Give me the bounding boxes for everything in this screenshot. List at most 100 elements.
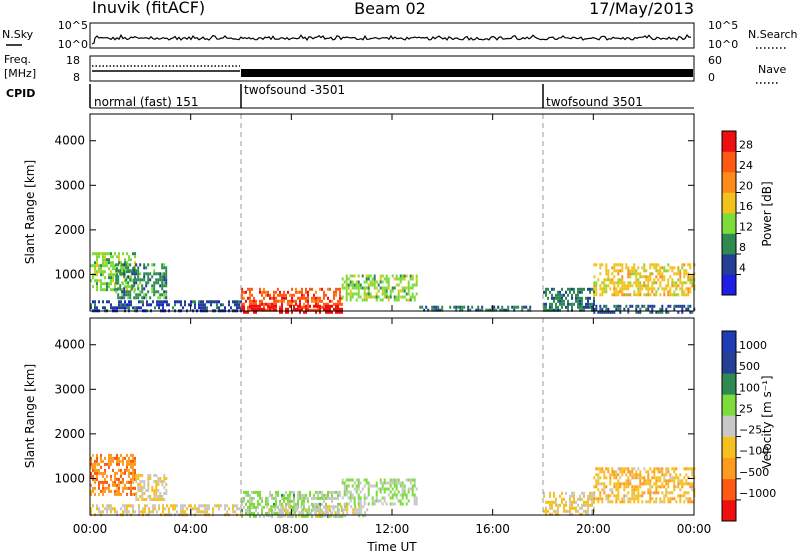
data-cell bbox=[336, 511, 339, 515]
data-cell bbox=[407, 286, 410, 290]
data-cell bbox=[373, 295, 376, 299]
data-cell bbox=[621, 497, 624, 501]
data-cell bbox=[307, 293, 309, 297]
data-cell bbox=[625, 485, 628, 489]
data-cell bbox=[328, 514, 331, 518]
data-cell bbox=[112, 267, 114, 271]
data-cell bbox=[291, 490, 293, 494]
data-cell bbox=[245, 511, 247, 515]
data-cell bbox=[104, 282, 106, 286]
data-cell bbox=[279, 305, 281, 309]
data-cell bbox=[673, 281, 676, 285]
data-cell bbox=[124, 486, 126, 490]
data-cell bbox=[339, 296, 341, 300]
data-cell bbox=[253, 296, 255, 300]
data-cell bbox=[603, 470, 606, 474]
data-cell bbox=[649, 491, 652, 495]
data-cell bbox=[501, 308, 504, 312]
data-cell bbox=[563, 506, 565, 510]
data-cell bbox=[663, 266, 666, 270]
data-cell bbox=[283, 493, 285, 497]
data-cell bbox=[367, 292, 370, 296]
data-cell bbox=[383, 295, 386, 299]
data-cell bbox=[243, 307, 245, 311]
data-cell bbox=[635, 293, 638, 297]
data-cell bbox=[120, 459, 122, 463]
data-cell bbox=[405, 274, 408, 278]
data-cell bbox=[369, 280, 372, 284]
data-cell bbox=[135, 480, 138, 483]
data-cell bbox=[253, 307, 255, 311]
data-cell bbox=[94, 261, 96, 265]
data-cell bbox=[323, 499, 325, 503]
y-tick-label: 1000 bbox=[54, 267, 85, 281]
data-cell bbox=[639, 310, 642, 314]
data-cell bbox=[571, 512, 573, 516]
data-cell bbox=[383, 490, 386, 494]
data-cell bbox=[307, 308, 309, 312]
data-cell bbox=[345, 298, 348, 302]
data-cell bbox=[637, 293, 640, 297]
data-cell bbox=[346, 508, 349, 512]
data-cell bbox=[124, 471, 126, 475]
data-cell bbox=[106, 261, 108, 265]
data-cell bbox=[629, 304, 632, 308]
data-cell bbox=[413, 499, 416, 503]
data-cell bbox=[395, 487, 398, 491]
data-cell bbox=[149, 296, 152, 300]
data-cell bbox=[675, 304, 678, 308]
data-cell bbox=[381, 274, 384, 278]
data-cell bbox=[159, 495, 162, 498]
data-cell bbox=[401, 274, 404, 278]
data-cell bbox=[619, 263, 622, 267]
data-cell bbox=[581, 506, 583, 510]
data-cell bbox=[595, 497, 598, 501]
data-cell bbox=[633, 500, 636, 504]
data-cell bbox=[625, 304, 628, 308]
data-cell bbox=[322, 511, 325, 515]
data-cell bbox=[375, 493, 378, 497]
colorbar-swatch bbox=[722, 394, 736, 416]
data-cell bbox=[631, 266, 634, 270]
data-cell bbox=[437, 305, 440, 309]
data-cell bbox=[343, 502, 346, 506]
data-cell bbox=[243, 499, 245, 503]
data-cell bbox=[344, 505, 347, 509]
data-cell bbox=[198, 504, 200, 508]
data-cell bbox=[342, 511, 345, 515]
data-cell bbox=[224, 306, 226, 310]
y-tick-label: 4000 bbox=[54, 134, 85, 148]
data-cell bbox=[685, 307, 688, 311]
data-cell bbox=[357, 487, 360, 491]
data-cell bbox=[128, 300, 130, 304]
data-cell bbox=[120, 306, 122, 310]
data-cell bbox=[102, 480, 104, 484]
data-cell bbox=[94, 279, 96, 283]
data-cell bbox=[327, 310, 329, 314]
data-cell bbox=[627, 281, 630, 285]
data-cell bbox=[689, 500, 692, 504]
data-cell bbox=[607, 269, 610, 273]
data-cell bbox=[639, 287, 642, 291]
data-cell bbox=[272, 511, 275, 515]
data-cell bbox=[555, 308, 557, 312]
data-cell bbox=[283, 293, 285, 297]
data-cell bbox=[118, 306, 120, 310]
data-cell bbox=[96, 504, 98, 508]
data-cell bbox=[365, 292, 368, 296]
data-cell bbox=[543, 491, 545, 495]
data-cell bbox=[619, 310, 622, 314]
data-cell bbox=[633, 263, 636, 267]
data-cell bbox=[597, 467, 600, 471]
data-cell bbox=[90, 474, 92, 478]
data-cell bbox=[245, 508, 247, 512]
data-region bbox=[241, 304, 343, 314]
data-cell bbox=[375, 286, 378, 290]
data-cell bbox=[673, 488, 676, 492]
data-cell bbox=[90, 510, 92, 514]
data-cell bbox=[601, 293, 604, 297]
data-cell bbox=[587, 500, 589, 504]
data-cell bbox=[122, 288, 124, 292]
data-cell bbox=[565, 503, 567, 507]
data-cell bbox=[120, 492, 122, 496]
